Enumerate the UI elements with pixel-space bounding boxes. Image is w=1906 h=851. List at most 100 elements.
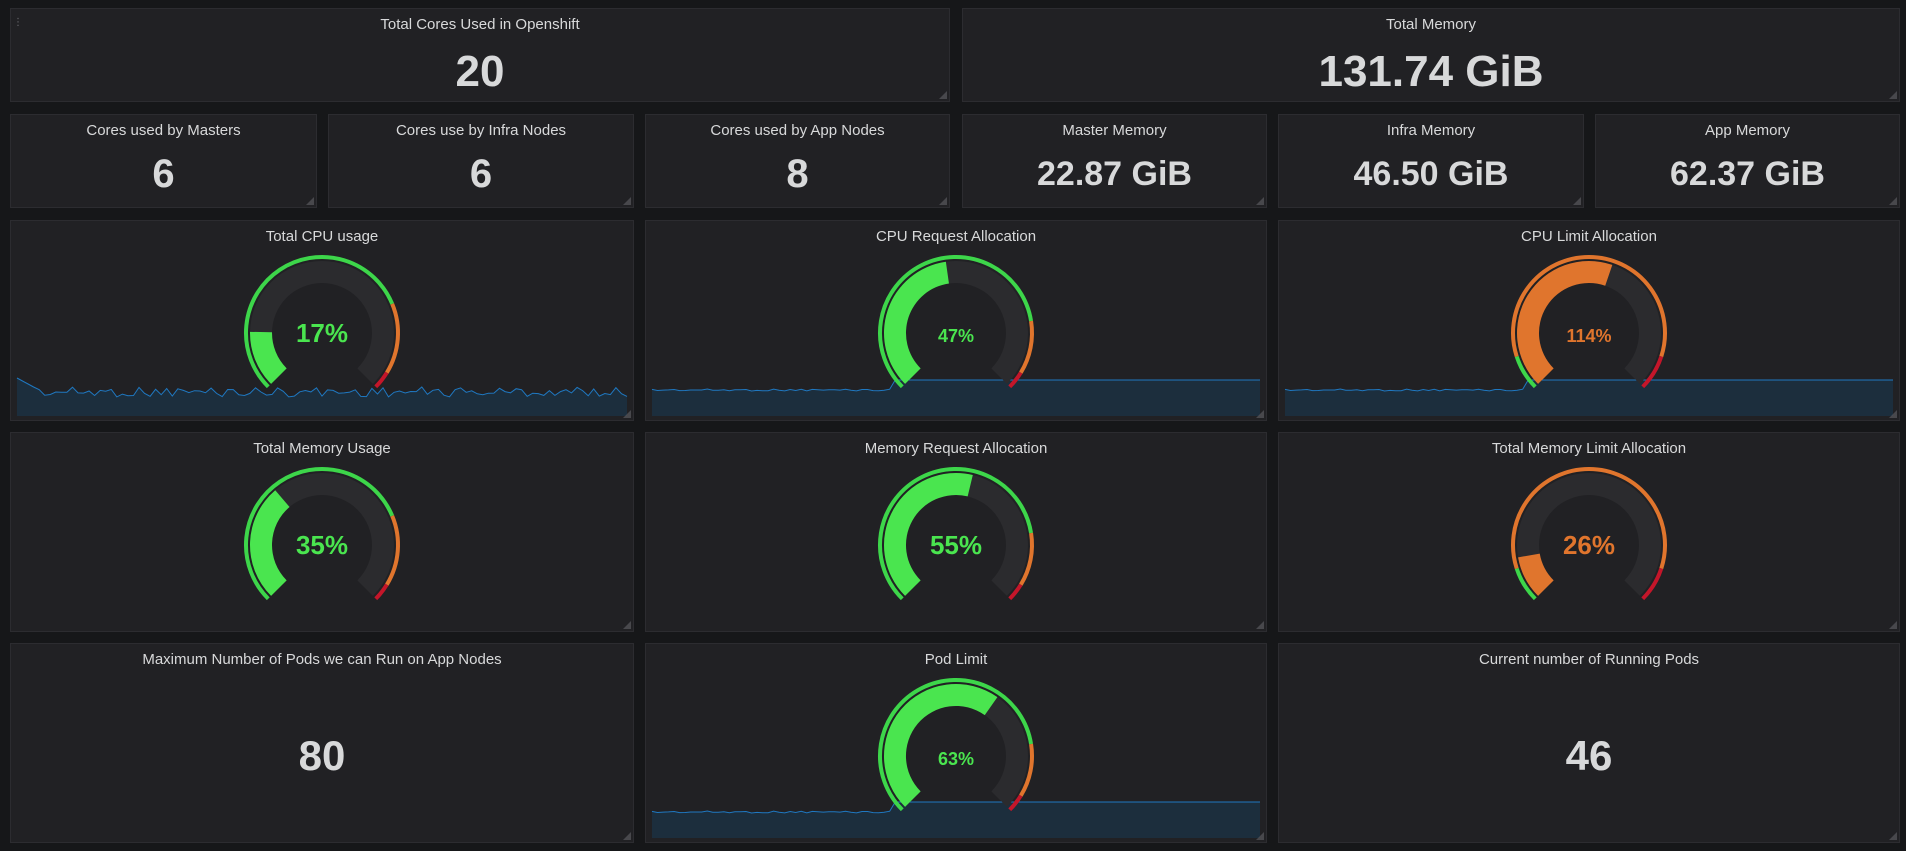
panel-title[interactable]: Cores used by Masters: [86, 122, 241, 139]
gauge-threshold-arc: [244, 467, 395, 601]
gauge-chart: 47%: [651, 254, 1260, 416]
sparkline-area: [17, 378, 627, 416]
resize-handle-icon[interactable]: [1254, 830, 1264, 840]
gauge-threshold-arc: [878, 677, 1034, 812]
panel-running-pods[interactable]: Current number of Running Pods 46: [1278, 643, 1900, 843]
gauge-threshold-arc: [1514, 567, 1537, 601]
panel-title[interactable]: Total Memory Limit Allocation: [1491, 440, 1687, 457]
resize-handle-icon[interactable]: [1887, 195, 1897, 205]
gauge-threshold-arc: [1511, 467, 1667, 570]
panel-title[interactable]: CPU Request Allocation: [875, 228, 1037, 245]
gauge-threshold-arc: [1641, 567, 1664, 601]
gauge-value-label: 26%: [1563, 530, 1615, 560]
stat-value: 62.37 GiB: [1670, 155, 1825, 193]
resize-handle-icon[interactable]: [621, 195, 631, 205]
resize-handle-icon[interactable]: [1887, 89, 1897, 99]
gauge-value-fill: [250, 490, 290, 596]
panel-title[interactable]: Total Memory Usage: [253, 440, 391, 457]
stat-value: 131.74 GiB: [1318, 47, 1544, 96]
gauge-threshold-arc: [1019, 320, 1034, 374]
panel-cpu-request-allocation[interactable]: 47% CPU Request Allocation: [645, 220, 1267, 421]
resize-handle-icon[interactable]: [937, 195, 947, 205]
resize-handle-icon[interactable]: [621, 619, 631, 629]
resize-handle-icon[interactable]: [1571, 195, 1581, 205]
panel-title[interactable]: Maximum Number of Pods we can Run on App…: [142, 651, 502, 668]
panel-cpu-limit-allocation[interactable]: 114% CPU Limit Allocation: [1278, 220, 1900, 421]
resize-handle-icon[interactable]: [304, 195, 314, 205]
stat-value: 22.87 GiB: [1037, 155, 1192, 193]
gauge-value-fill: [884, 683, 998, 807]
sparkline-line: [16, 377, 628, 398]
resize-handle-icon[interactable]: [1887, 830, 1897, 840]
gauge-value-fill: [884, 261, 949, 384]
sparkline-line: [651, 379, 1260, 392]
sparkline-area: [652, 802, 1260, 838]
gauge-threshold-arc: [1511, 255, 1667, 358]
gauge-threshold-arc: [374, 583, 389, 601]
panel-title[interactable]: Pod Limit: [924, 651, 988, 668]
drag-handle-icon[interactable]: ⋮: [13, 17, 23, 28]
gauge-value-label: 63%: [938, 749, 974, 769]
sparkline-area: [652, 380, 1260, 416]
panel-masters-cores[interactable]: Cores used by Masters 6: [10, 114, 317, 208]
gauge-threshold-arc: [1514, 355, 1537, 389]
resize-handle-icon[interactable]: [937, 89, 947, 99]
resize-handle-icon[interactable]: [1887, 619, 1897, 629]
stat-value: 46.50 GiB: [1353, 155, 1509, 193]
resize-handle-icon[interactable]: [1254, 195, 1264, 205]
panel-pod-limit[interactable]: 63% Pod Limit: [645, 643, 1267, 843]
panel-infra-memory[interactable]: Infra Memory 46.50 GiB: [1278, 114, 1584, 208]
panel-title[interactable]: Total CPU usage: [265, 228, 379, 245]
gauge-chart: 63%: [651, 677, 1260, 838]
stat-value: 46: [1565, 732, 1613, 779]
gauge-value-fill: [250, 331, 287, 384]
sparkline-line: [651, 801, 1260, 814]
stat-value: 80: [298, 732, 346, 779]
resize-handle-icon[interactable]: [1254, 619, 1264, 629]
panel-total-cores[interactable]: ⋮ Total Cores Used in Openshift 20: [10, 8, 950, 102]
panel-title[interactable]: Infra Memory: [1386, 122, 1476, 139]
panel-title[interactable]: Total Memory: [1385, 16, 1477, 33]
panel-title[interactable]: CPU Limit Allocation: [1521, 228, 1657, 245]
panel-title[interactable]: Total Cores Used in Openshift: [380, 16, 580, 33]
stat-value: 20: [455, 47, 505, 96]
gauge-threshold-arc: [244, 255, 395, 389]
resize-handle-icon[interactable]: [1254, 408, 1264, 418]
panel-app-cores[interactable]: Cores used by App Nodes 8: [645, 114, 950, 208]
gauge-threshold-arc: [1019, 532, 1034, 586]
gauge-value-label: 47%: [938, 326, 974, 346]
gauge-threshold-arc: [374, 371, 389, 389]
panel-total-memory-usage[interactable]: 35% Total Memory Usage: [10, 432, 634, 632]
stat-value: 6: [469, 152, 493, 196]
panel-title[interactable]: Master Memory: [1062, 122, 1167, 139]
gauge-threshold-arc: [1008, 794, 1023, 812]
gauge-chart: 55%: [878, 466, 1034, 601]
panel-memory-request-allocation[interactable]: 55% Memory Request Allocation: [645, 432, 1267, 632]
panel-title[interactable]: Memory Request Allocation: [864, 440, 1048, 457]
sparkline-line: [1284, 379, 1893, 392]
panel-title[interactable]: Current number of Running Pods: [1478, 651, 1700, 668]
gauge-value-fill: [1517, 261, 1613, 384]
resize-handle-icon[interactable]: [621, 830, 631, 840]
panel-title[interactable]: Cores used by App Nodes: [710, 122, 885, 139]
gauge-threshold-arc: [1019, 743, 1034, 797]
panel-app-memory[interactable]: App Memory 62.37 GiB: [1595, 114, 1900, 208]
panel-total-cpu-usage[interactable]: 17% Total CPU usage: [10, 220, 634, 421]
gauge-threshold-arc: [1641, 355, 1664, 389]
panel-title[interactable]: Cores use by Infra Nodes: [395, 122, 567, 139]
panel-total-memory-limit-allocation[interactable]: 26% Total Memory Limit Allocation: [1278, 432, 1900, 632]
resize-handle-icon[interactable]: [1887, 408, 1897, 418]
panel-total-memory[interactable]: Total Memory 131.74 GiB: [962, 8, 1900, 102]
gauge-value-label: 35%: [296, 530, 348, 560]
panel-title[interactable]: App Memory: [1704, 122, 1791, 139]
panel-max-pods[interactable]: Maximum Number of Pods we can Run on App…: [10, 643, 634, 843]
gauge-threshold-arc: [1008, 583, 1023, 601]
gauge-value-label: 114%: [1566, 326, 1611, 346]
gauge-chart: 35%: [244, 467, 400, 601]
resize-handle-icon[interactable]: [621, 408, 631, 418]
gauge-value-fill: [884, 473, 973, 596]
panel-master-memory[interactable]: Master Memory 22.87 GiB: [962, 114, 1267, 208]
stat-value: 8: [786, 152, 809, 196]
panel-infra-cores[interactable]: Cores use by Infra Nodes 6: [328, 114, 634, 208]
gauge-value-label: 55%: [930, 530, 982, 560]
